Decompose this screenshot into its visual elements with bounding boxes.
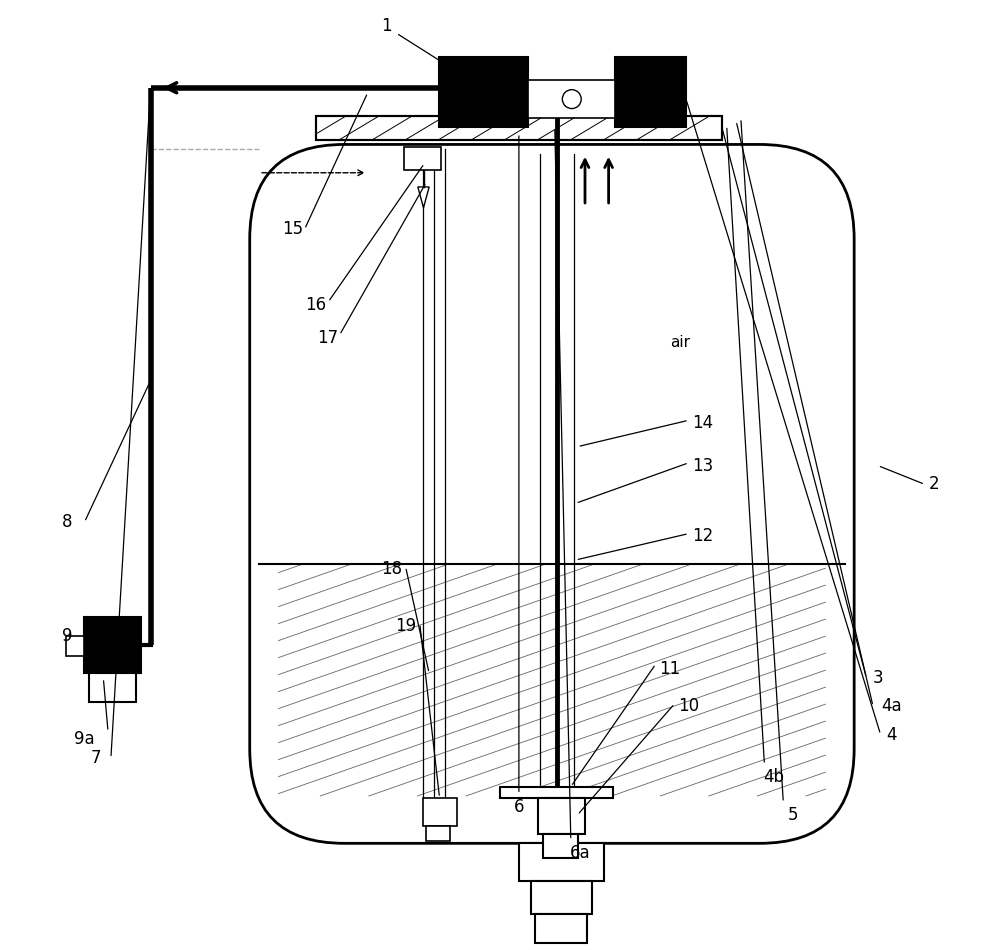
Circle shape — [562, 89, 581, 108]
Bar — [535, 914, 587, 942]
Bar — [500, 787, 613, 798]
Bar — [84, 617, 141, 674]
Bar — [426, 826, 450, 842]
Text: 11: 11 — [659, 659, 681, 677]
Text: 19: 19 — [395, 618, 416, 636]
Text: 6: 6 — [514, 798, 524, 816]
Polygon shape — [418, 187, 429, 208]
Bar — [66, 636, 84, 656]
Bar — [404, 147, 441, 170]
FancyBboxPatch shape — [250, 144, 854, 844]
Bar — [615, 57, 686, 127]
Text: 14: 14 — [692, 414, 714, 432]
Bar — [316, 116, 722, 140]
Text: 3: 3 — [872, 669, 883, 687]
Text: 8: 8 — [62, 513, 73, 531]
Bar — [542, 834, 578, 858]
Bar — [316, 116, 722, 140]
Text: 18: 18 — [381, 560, 402, 579]
Bar — [531, 881, 592, 914]
Text: 4: 4 — [887, 726, 897, 744]
Bar — [89, 674, 136, 702]
Text: 16: 16 — [305, 296, 326, 314]
Text: 13: 13 — [692, 457, 714, 475]
Text: 4a: 4a — [882, 697, 902, 715]
Bar — [538, 798, 585, 834]
Text: 10: 10 — [678, 697, 699, 715]
Text: 15: 15 — [282, 220, 303, 238]
Text: 2: 2 — [929, 475, 940, 493]
Text: 12: 12 — [692, 527, 714, 545]
Text: 5: 5 — [788, 806, 798, 824]
Bar — [528, 80, 615, 118]
Bar — [423, 798, 457, 826]
Text: 9a: 9a — [74, 731, 95, 749]
Text: 1: 1 — [381, 17, 392, 35]
Text: 6a: 6a — [570, 844, 591, 862]
Bar — [519, 844, 604, 881]
Text: air: air — [670, 335, 690, 351]
Text: 7: 7 — [91, 750, 101, 768]
Text: 9: 9 — [62, 627, 73, 644]
Text: 4b: 4b — [763, 769, 784, 787]
Text: 17: 17 — [318, 329, 339, 347]
Bar — [439, 57, 528, 127]
